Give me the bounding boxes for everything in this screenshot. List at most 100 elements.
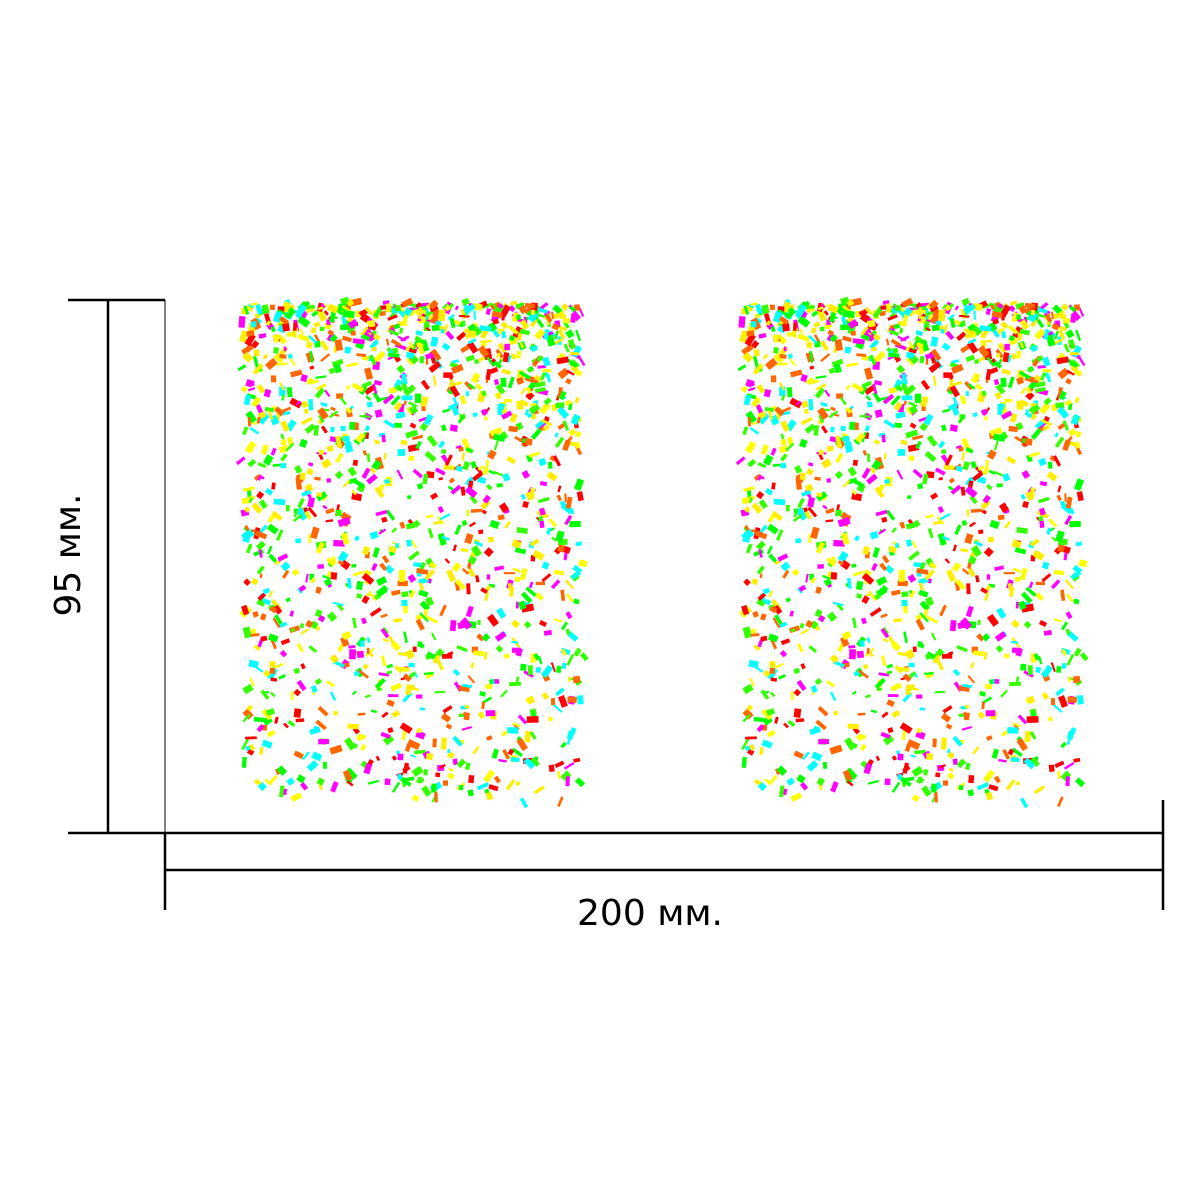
confetti-piece [374,409,383,418]
confetti-piece [242,426,249,436]
confetti-piece [325,519,334,523]
confetti-piece [271,482,276,490]
confetti-piece [852,338,865,345]
confetti-piece [740,385,748,393]
confetti-piece [879,562,888,572]
confetti-piece [456,645,468,653]
confetti-piece [291,332,297,339]
confetti-piece [962,461,970,471]
confetti-piece [1000,689,1008,698]
confetti-piece [538,516,544,522]
confetti-piece [1034,386,1046,393]
confetti-piece [432,375,437,386]
confetti-piece [1010,353,1017,360]
confetti-piece [787,720,796,727]
confetti-piece [548,764,555,773]
confetti-piece [557,422,566,431]
confetti-piece [318,449,324,455]
confetti-piece [996,483,1003,488]
confetti-piece [557,406,570,419]
confetti-piece [1075,431,1082,438]
confetti-piece [447,772,455,780]
confetti-piece [420,339,430,352]
confetti-piece [359,640,365,648]
confetti-piece [242,708,254,720]
confetti-piece [333,363,342,374]
confetti-piece [765,320,772,326]
confetti-piece [357,712,366,716]
confetti-piece [485,791,494,801]
confetti-piece [456,758,467,769]
confetti-piece [743,305,750,315]
confetti-piece [420,395,429,408]
confetti-piece [397,449,406,456]
confetti-piece [1001,316,1005,321]
confetti-piece [253,644,261,652]
confetti-piece [327,562,333,568]
confetti-piece [791,332,797,339]
confetti-piece [534,328,546,340]
confetti-piece [414,393,422,404]
confetti-piece [756,416,761,424]
confetti-piece [1049,527,1055,532]
confetti-piece [1065,628,1071,636]
confetti-piece [281,439,287,446]
confetti-piece [534,374,543,383]
confetti-piece [912,303,917,309]
confetti-piece [947,748,951,754]
confetti-piece [1029,731,1037,740]
confetti-piece [319,340,330,351]
confetti-piece [263,388,272,398]
confetti-piece [307,462,314,467]
confetti-piece [967,675,976,684]
confetti-piece [952,396,959,407]
confetti-piece [919,422,929,432]
confetti-piece [973,540,984,547]
confetti-piece [956,645,968,653]
confetti-piece [468,521,476,528]
confetti-piece [264,778,272,786]
confetti-piece [560,589,566,601]
confetti-piece [356,353,367,357]
confetti-piece [889,329,900,337]
confetti-piece [989,366,999,374]
confetti-piece [805,619,814,629]
confetti-piece [261,304,270,314]
confetti-piece [1052,703,1063,713]
confetti-piece [928,361,942,373]
confetti-piece [305,573,309,583]
confetti-piece [465,446,474,454]
confetti-piece [428,561,437,570]
confetti-piece [809,350,814,363]
confetti-piece [450,403,460,416]
confetti-piece [848,649,857,660]
confetti-piece [926,434,938,447]
confetti-piece [315,383,327,391]
confetti-piece [890,640,901,652]
confetti-piece [814,677,823,686]
confetti-piece [981,509,988,515]
confetti-piece [382,734,395,746]
confetti-piece [743,486,755,492]
confetti-piece [1074,777,1086,788]
confetti-piece [758,332,767,339]
confetti-piece [509,681,522,687]
confetti-piece [822,504,828,510]
confetti-piece [565,329,575,339]
confetti-piece [778,316,790,325]
confetti-piece [824,389,831,398]
confetti-piece [939,512,951,521]
confetti-piece [374,486,385,499]
confetti-piece [829,311,837,323]
confetti-piece [477,711,486,720]
confetti-piece [752,611,759,618]
confetti-piece [516,314,521,320]
confetti-piece [819,340,830,351]
confetti-piece [245,543,253,554]
confetti-piece [248,303,255,310]
confetti-piece [811,751,823,762]
confetti-piece [285,597,291,603]
confetti-piece [512,567,522,574]
confetti-piece [574,777,586,788]
